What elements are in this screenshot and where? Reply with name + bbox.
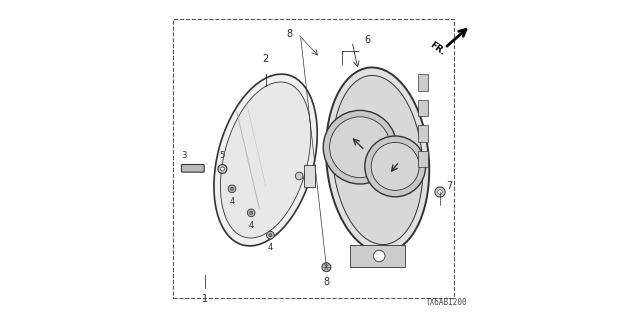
Text: 4: 4 (248, 221, 254, 230)
Circle shape (435, 187, 445, 197)
Circle shape (330, 117, 390, 178)
Text: 4: 4 (229, 197, 235, 206)
Ellipse shape (214, 74, 317, 246)
FancyBboxPatch shape (182, 164, 204, 172)
Circle shape (250, 211, 253, 214)
Text: 3: 3 (181, 151, 187, 160)
FancyBboxPatch shape (418, 125, 429, 142)
Circle shape (269, 234, 272, 237)
Ellipse shape (332, 76, 423, 244)
Circle shape (247, 209, 255, 217)
Text: 5: 5 (220, 151, 225, 160)
Text: FR.: FR. (428, 40, 447, 57)
Text: 8: 8 (323, 277, 330, 287)
Circle shape (323, 110, 397, 184)
Circle shape (374, 250, 385, 262)
FancyBboxPatch shape (304, 165, 315, 187)
Text: 4: 4 (268, 243, 273, 252)
Circle shape (266, 231, 274, 239)
Circle shape (438, 190, 442, 194)
Text: 7: 7 (447, 180, 452, 191)
Ellipse shape (220, 82, 311, 238)
Circle shape (228, 185, 236, 193)
Text: 1: 1 (202, 294, 208, 304)
Circle shape (230, 187, 234, 190)
FancyBboxPatch shape (351, 245, 405, 267)
Text: 8: 8 (287, 28, 292, 39)
FancyBboxPatch shape (418, 100, 429, 116)
Circle shape (218, 164, 227, 173)
Circle shape (365, 136, 426, 197)
Circle shape (296, 172, 303, 180)
Text: 2: 2 (262, 54, 269, 64)
FancyBboxPatch shape (418, 151, 429, 167)
Circle shape (220, 167, 225, 171)
Circle shape (371, 142, 419, 190)
Circle shape (322, 263, 331, 272)
Text: 6: 6 (365, 35, 371, 45)
FancyBboxPatch shape (418, 74, 429, 91)
Text: TX6AB1200: TX6AB1200 (426, 298, 467, 307)
Ellipse shape (326, 68, 429, 252)
